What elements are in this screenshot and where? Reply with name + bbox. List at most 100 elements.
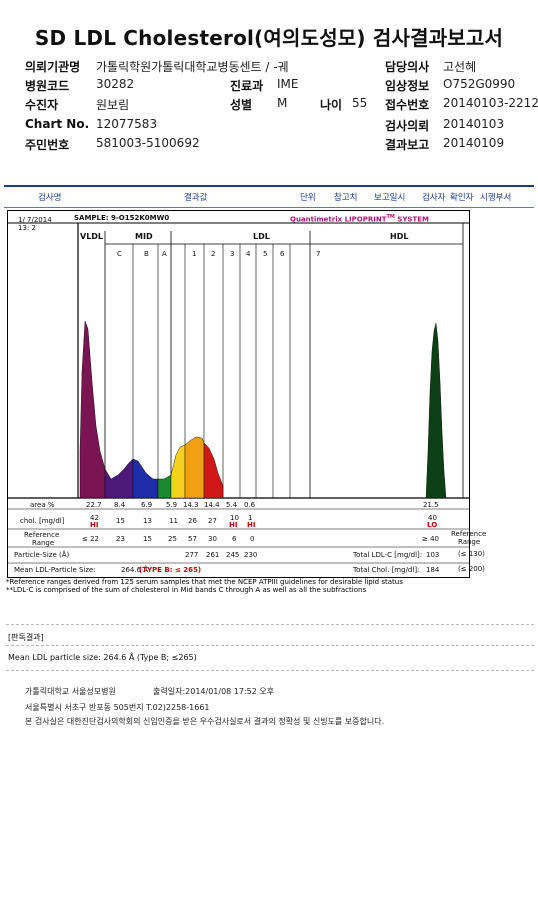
band-label: 2 xyxy=(211,250,216,258)
sex-label: 성별 xyxy=(230,98,253,112)
band-label: 3 xyxy=(230,250,235,258)
chol-value: 40 xyxy=(428,514,437,522)
ref-range-subtitle: Range xyxy=(458,538,481,546)
ref-value: 30 xyxy=(208,535,217,543)
divider xyxy=(6,624,534,625)
opinion-text: Mean LDL particle size: 264.6 Å (Type B;… xyxy=(8,653,197,662)
area-value: 5.4 xyxy=(226,501,238,509)
column-header: 시행부서 xyxy=(480,193,512,203)
chol-value: 11 xyxy=(169,517,178,525)
total-chol-label: Total Chol. [mg/dl]: xyxy=(353,566,420,574)
total-ldl-label: Total LDL-C [mg/dl]: xyxy=(353,551,423,559)
chol-value: 10 xyxy=(230,514,239,522)
area-value: 14.4 xyxy=(204,501,220,509)
area-value: 21.5 xyxy=(423,501,439,509)
dept-value: IME xyxy=(277,77,299,91)
report-title: SD LDL Cholesterol(여의도성모) 검사결과보고서 xyxy=(34,26,504,50)
chol-value: 27 xyxy=(208,517,217,525)
peak-b xyxy=(132,458,159,499)
header-value: 581003-5100692 xyxy=(96,136,200,150)
column-header: 검사자 xyxy=(422,193,446,203)
group-label-hdl: HDL xyxy=(390,232,409,241)
column-header: 보고일시 xyxy=(374,193,406,203)
row-label-range: Range xyxy=(32,539,55,547)
ref-value: 0 xyxy=(250,535,255,543)
area-value: 22.7 xyxy=(86,501,102,509)
peak-vldl xyxy=(79,320,106,499)
total-chol-ref: (≤ 200) xyxy=(458,565,485,573)
peak-1 xyxy=(170,444,186,499)
sex-value: M xyxy=(277,96,288,110)
header-value: 30282 xyxy=(96,77,135,91)
header-value: 가톨릭학원가톨릭대학교병동센트 / -궤 xyxy=(96,60,289,74)
area-value: 8.4 xyxy=(114,501,126,509)
peak-a xyxy=(157,474,172,499)
header-label: 접수번호 xyxy=(385,98,430,112)
band-label: A xyxy=(162,250,167,258)
chol-value: 15 xyxy=(116,517,125,525)
chol-value: 13 xyxy=(143,517,152,525)
footer-address: 서울특별시 서초구 반포동 505번지 T.02)2258-1661 xyxy=(25,703,210,712)
band-label: 4 xyxy=(246,250,251,258)
mean-size-value: 264.6 Å xyxy=(121,566,149,574)
dept-label: 진료과 xyxy=(230,79,264,93)
header-value: 20140103 xyxy=(443,117,505,131)
divider xyxy=(6,670,534,671)
row-label-ref: Reference xyxy=(24,531,60,539)
age-value: 55 xyxy=(352,96,368,110)
result-column-header: 검사명 결과값 단위 참고치 보고일시 검사자 확인자 시행부서 xyxy=(4,185,534,208)
footer-certification: 본 검사실은 대한진단검사의학회의 신임인증을 받은 우수검사실로서 결과의 정… xyxy=(25,717,385,726)
row-label-psize: Particle-Size (Å) xyxy=(14,551,70,559)
header-value: 20140103-22129 xyxy=(443,96,538,110)
row-label-area: area % xyxy=(30,501,55,509)
sample-id: SAMPLE: 9-O152K0MW0 xyxy=(74,214,170,222)
flag-lo: LO xyxy=(427,521,438,529)
area-value: 5.9 xyxy=(166,501,178,509)
column-header: 결과값 xyxy=(184,193,208,203)
ref-value: 57 xyxy=(188,535,197,543)
band-label: C xyxy=(117,250,122,258)
band-label: 6 xyxy=(280,250,285,258)
particle-size: 261 xyxy=(206,551,220,559)
area-value: 6.9 xyxy=(141,501,153,509)
ref-value: 15 xyxy=(143,535,152,543)
chol-value: 42 xyxy=(90,514,99,522)
column-header: 단위 xyxy=(300,193,316,203)
reference-note: *Reference ranges derived from 125 serum… xyxy=(6,578,403,586)
header-label: 임상정보 xyxy=(385,79,430,93)
particle-size: 277 xyxy=(185,551,199,559)
row-label-chol: chol. [mg/dl] xyxy=(20,517,65,525)
header-value: 12077583 xyxy=(96,117,158,131)
age-label: 나이 xyxy=(320,98,343,112)
report-run: 13: 2 xyxy=(18,224,36,232)
electrophoresis-chart xyxy=(8,222,469,564)
hdl-ref-value: ≥ 40 xyxy=(422,535,439,543)
flag-hi: HI xyxy=(90,521,99,529)
lipoprint-report: 1/ 7/2014 13: 2 SAMPLE: 9-O152K0MW0 Quan… xyxy=(7,210,470,578)
ref-value: ≤ 22 xyxy=(82,535,99,543)
column-header: 참고치 xyxy=(334,193,358,203)
mean-type: (TYPE B: ≤ 265) xyxy=(139,566,202,574)
opinion-title: [판독결과] xyxy=(8,633,44,642)
column-header: 확인자 xyxy=(450,193,474,203)
group-label-ldl: LDL xyxy=(253,232,270,241)
report-date: 1/ 7/2014 xyxy=(18,216,52,224)
header-value: 20140109 xyxy=(443,136,505,150)
band-label: 5 xyxy=(263,250,268,258)
particle-size: 230 xyxy=(244,551,258,559)
peak-3 xyxy=(203,442,224,499)
area-value: 0.6 xyxy=(244,501,256,509)
header-label: 담당의사 xyxy=(385,60,430,74)
header-label: 수진자 xyxy=(25,98,59,112)
header-value: 원보림 xyxy=(96,98,130,112)
band-label: 1 xyxy=(192,250,197,258)
peak-2 xyxy=(184,436,205,499)
chol-value: 26 xyxy=(188,517,197,525)
header-label: 병원코드 xyxy=(25,79,70,93)
header-label: Chart No. xyxy=(25,117,90,131)
ref-value: 25 xyxy=(168,535,177,543)
ref-range-title: Reference xyxy=(451,530,487,538)
header-value: 고선혜 xyxy=(443,60,477,74)
column-header: 검사명 xyxy=(38,193,62,203)
flag-hi: HI xyxy=(229,521,238,529)
